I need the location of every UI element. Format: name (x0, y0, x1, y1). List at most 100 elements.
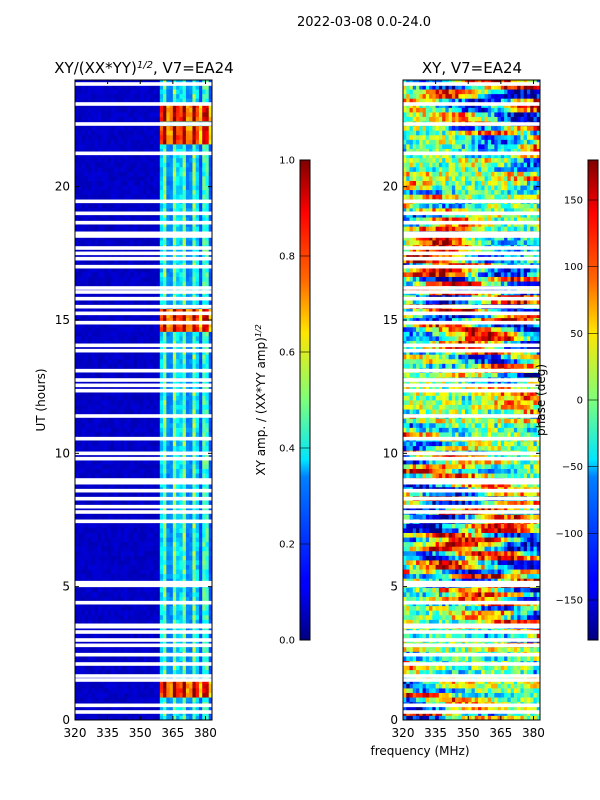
heatmap-cell (198, 189, 203, 195)
heatmap-cell (153, 418, 157, 424)
heatmap-cell (140, 235, 144, 241)
heatmap-cell (195, 564, 200, 570)
heatmap-cell (195, 550, 200, 556)
heatmap-cell (198, 550, 203, 556)
heatmap-cell (150, 418, 154, 424)
heatmap-cell (150, 422, 154, 428)
panel-amplitude-title: XY/(XX*YY)1/2, V7=EA24 (54, 59, 233, 77)
heatmap-cell (140, 706, 144, 712)
heatmap-cell (176, 633, 180, 639)
heatmap-cell (120, 523, 125, 529)
heatmap-cell (127, 445, 131, 451)
heatmap-cell (202, 550, 206, 556)
heatmap-cell (169, 715, 174, 721)
heatmap-cell (146, 633, 151, 639)
heatmap-cell (172, 404, 177, 410)
heatmap-cell (120, 605, 125, 611)
heatmap-cell (156, 226, 161, 232)
heatmap-cell (166, 185, 170, 191)
heatmap-cell (127, 395, 131, 401)
heatmap-cell (153, 569, 157, 575)
heatmap-cell (166, 692, 170, 698)
heatmap-cell (140, 336, 144, 341)
heatmap-cell (136, 619, 141, 625)
heatmap-cell (159, 331, 164, 337)
heatmap-cell (91, 253, 95, 259)
heatmap-cell (84, 331, 89, 337)
heatmap-cell (97, 340, 102, 346)
heatmap-cell (75, 203, 79, 209)
heatmap-cell (91, 267, 95, 273)
heatmap-cell (133, 358, 138, 364)
heatmap-cell (91, 203, 95, 209)
heatmap-cell (202, 386, 206, 392)
heatmap-cell (123, 253, 128, 259)
heatmap-cell (202, 692, 206, 698)
heatmap-cell (117, 459, 122, 465)
heatmap-cell (179, 706, 184, 712)
heatmap-cell (159, 345, 164, 351)
heatmap-cell (176, 317, 180, 323)
heatmap-cell (104, 395, 109, 401)
heatmap-cell (136, 358, 141, 364)
heatmap-cell (123, 523, 128, 529)
heatmap-cell (133, 340, 138, 346)
heatmap-cell (150, 528, 154, 533)
heatmap-cell (107, 313, 112, 319)
heatmap-cell (78, 313, 82, 319)
heatmap-cell (146, 336, 151, 341)
heatmap-cell (156, 464, 161, 469)
heatmap-cell (91, 633, 95, 639)
heatmap-cell (123, 272, 128, 277)
heatmap-cell (101, 185, 105, 191)
heatmap-cell (127, 267, 131, 273)
heatmap-cell (189, 610, 193, 616)
heatmap-cell (130, 569, 135, 575)
heatmap-cell (140, 340, 144, 346)
heatmap-cell (84, 395, 89, 401)
heatmap-cell (202, 363, 206, 369)
heatmap-cell (156, 555, 161, 561)
heatmap-cell (123, 432, 128, 437)
heatmap-cell (114, 203, 118, 209)
heatmap-cell (195, 208, 200, 213)
heatmap-cell (114, 555, 118, 561)
heatmap-cell (114, 226, 118, 232)
heatmap-cell (146, 665, 151, 671)
heatmap-cell (159, 432, 164, 437)
heatmap-cell (81, 217, 86, 223)
heatmap-cell (104, 605, 109, 611)
heatmap-cell (172, 656, 177, 661)
heatmap-cell (117, 208, 122, 213)
heatmap-cell (97, 189, 102, 195)
heatmap-cell (136, 491, 141, 497)
heatmap-cell (136, 573, 141, 579)
heatmap-cell (176, 482, 180, 488)
heatmap-cell (189, 532, 193, 538)
heatmap-cell (133, 326, 138, 332)
heatmap-cell (189, 665, 193, 671)
heatmap-cell (136, 240, 141, 245)
heatmap-cell (163, 715, 167, 721)
heatmap-cell (114, 253, 118, 259)
heatmap-cell (205, 299, 210, 305)
heatmap-cell (107, 514, 112, 520)
heatmap-cell (75, 336, 79, 341)
heatmap-cell (88, 432, 92, 437)
heatmap-cell (130, 267, 135, 273)
heatmap-cell (195, 605, 200, 611)
heatmap-cell (166, 180, 170, 186)
heatmap-cell (120, 578, 125, 584)
heatmap-cell (117, 532, 122, 538)
heatmap-cell (88, 665, 92, 671)
heatmap-cell (153, 354, 157, 360)
heatmap-cell (166, 235, 170, 241)
heatmap-cell (156, 372, 161, 378)
heatmap-cell (107, 656, 112, 661)
heatmap-cell (146, 363, 151, 369)
heatmap-cell (117, 299, 122, 305)
heatmap-cell (127, 418, 131, 424)
heatmap-cell (94, 372, 99, 378)
heatmap-cell (94, 176, 99, 181)
heatmap-cell (189, 418, 193, 424)
